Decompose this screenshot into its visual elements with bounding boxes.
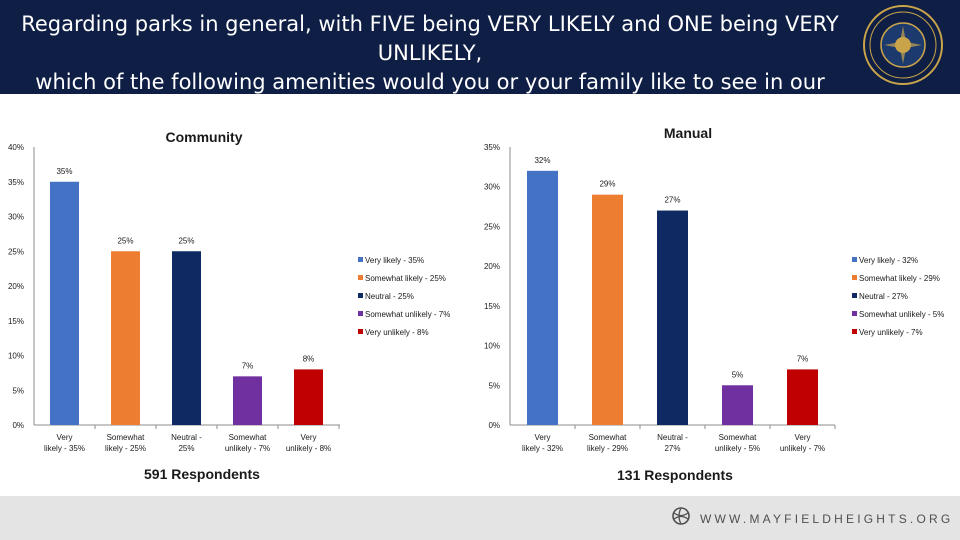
manual-legend-swatch <box>852 257 857 262</box>
globe-icon <box>672 507 690 525</box>
manual-legend-swatch <box>852 311 857 316</box>
manual-legend-label: Somewhat unlikely - 5% <box>859 310 944 319</box>
manual-category-label: Somewhat <box>589 433 628 442</box>
community-category-label: Somewhat <box>107 433 146 442</box>
manual-bar <box>657 210 688 425</box>
title-line-3: community? - Turf/Multipurpose Athletic … <box>0 97 860 126</box>
city-seal-icon <box>863 5 943 85</box>
manual-legend-swatch <box>852 275 857 280</box>
community-bar <box>294 369 323 425</box>
manual-category-label: Very <box>794 433 810 442</box>
community-category-label: Somewhat <box>229 433 268 442</box>
manual-y-tick: 25% <box>484 222 500 231</box>
community-category-label: likely - 35% <box>44 444 85 453</box>
manual-legend-swatch <box>852 293 857 298</box>
manual-data-label: 7% <box>797 354 809 363</box>
community-data-label: 25% <box>117 236 133 245</box>
manual-legend-label: Very unlikely - 7% <box>859 328 923 337</box>
community-y-tick: 40% <box>8 143 24 152</box>
community-y-tick: 5% <box>12 386 24 395</box>
footer-url[interactable]: WWW.MAYFIELDHEIGHTS.ORG <box>700 512 954 526</box>
manual-bar <box>787 369 818 425</box>
manual-category-label: likely - 29% <box>587 444 628 453</box>
community-legend-label: Very likely - 35% <box>365 256 424 265</box>
community-y-tick: 30% <box>8 213 24 222</box>
community-category-label: Very <box>300 433 316 442</box>
community-category-label: Very <box>56 433 72 442</box>
community-y-tick: 25% <box>8 247 24 256</box>
manual-data-label: 27% <box>664 196 680 205</box>
manual-legend-swatch <box>852 329 857 334</box>
community-data-label: 7% <box>242 361 254 370</box>
community-y-tick: 15% <box>8 317 24 326</box>
manual-category-label: unlikely - 7% <box>780 444 825 453</box>
community-legend-label: Very unlikely - 8% <box>365 328 429 337</box>
community-legend-label: Somewhat likely - 25% <box>365 274 446 283</box>
manual-bar <box>722 385 753 425</box>
community-legend-swatch <box>358 257 363 262</box>
title-line-2: which of the following amenities would y… <box>35 70 825 94</box>
community-data-label: 8% <box>303 354 315 363</box>
manual-category-label: Neutral - <box>657 433 688 442</box>
title-line-3-emphasis: Turf/Multipurpose Athletic Field for All… <box>270 99 741 123</box>
charts-area: Community 0% 5% 10% 15% 20% 25% 30% 35% 40% 35% Ver… <box>8 125 944 453</box>
manual-y-tick: 15% <box>484 302 500 311</box>
manual-y-tick: 10% <box>484 342 500 351</box>
manual-chart-title: Manual <box>664 125 712 141</box>
manual-category-label: likely - 32% <box>522 444 563 453</box>
manual-data-label: 29% <box>599 180 615 189</box>
manual-category-label: Somewhat <box>719 433 758 442</box>
community-category-label: unlikely - 8% <box>286 444 331 453</box>
manual-category-label: 27% <box>664 444 680 453</box>
manual-bar <box>527 170 558 425</box>
community-bar <box>50 181 79 425</box>
manual-data-label: 5% <box>732 370 744 379</box>
community-legend-swatch <box>358 293 363 298</box>
community-legend-swatch <box>358 311 363 316</box>
community-category-label: unlikely - 7% <box>225 444 270 453</box>
manual-y-tick: 5% <box>488 381 500 390</box>
community-category-label: likely - 25% <box>105 444 146 453</box>
manual-bar <box>592 194 623 425</box>
community-category-label: 25% <box>178 444 194 453</box>
community-category-label: Neutral - <box>171 433 202 442</box>
manual-category-label: Very <box>534 433 550 442</box>
title-line-1: Regarding parks in general, with FIVE be… <box>21 12 839 65</box>
manual-y-tick: 30% <box>484 183 500 192</box>
manual-respondents: 131 Respondents <box>617 467 733 483</box>
community-y-tick: 0% <box>12 421 24 430</box>
community-y-tick: 10% <box>8 352 24 361</box>
footer-bar <box>0 496 960 540</box>
manual-category-label: unlikely - 5% <box>715 444 760 453</box>
community-data-label: 35% <box>56 167 72 176</box>
community-legend-swatch <box>358 329 363 334</box>
manual-y-tick: 0% <box>488 421 500 430</box>
community-chart-title: Community <box>166 129 243 145</box>
manual-y-tick: 20% <box>484 262 500 271</box>
manual-y-tick: 35% <box>484 143 500 152</box>
community-legend-label: Somewhat unlikely - 7% <box>365 310 450 319</box>
community-respondents: 591 Respondents <box>144 466 260 482</box>
community-legend-swatch <box>358 275 363 280</box>
community-data-label: 25% <box>178 236 194 245</box>
manual-data-label: 32% <box>534 156 550 165</box>
manual-legend-label: Somewhat likely - 29% <box>859 274 940 283</box>
title-line-3-prefix: community? - <box>119 99 271 123</box>
manual-legend-label: Neutral - 27% <box>859 292 908 301</box>
community-bar <box>111 251 140 425</box>
community-y-tick: 35% <box>8 178 24 187</box>
page-title: Regarding parks in general, with FIVE be… <box>0 10 860 126</box>
community-legend-label: Neutral - 25% <box>365 292 414 301</box>
manual-legend-label: Very likely - 32% <box>859 256 918 265</box>
community-bar <box>233 376 262 425</box>
community-bar <box>172 251 201 425</box>
header-banner <box>0 0 960 94</box>
community-y-tick: 20% <box>8 282 24 291</box>
